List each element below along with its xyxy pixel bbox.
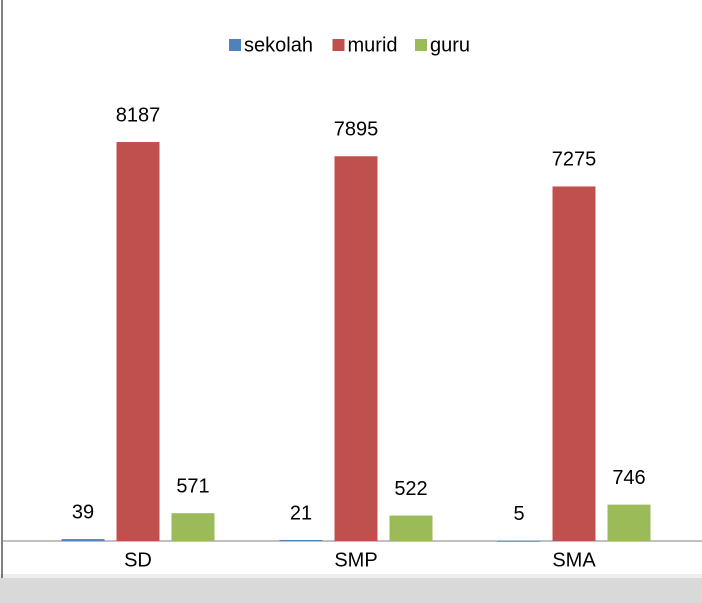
legend-swatch [229, 39, 241, 51]
x-tick-label: SMP [334, 549, 377, 571]
band-shadow [0, 574, 702, 578]
bar [116, 142, 160, 541]
legend-label: sekolah [244, 34, 313, 56]
legend-label: guru [430, 34, 470, 56]
x-tick-label: SMA [552, 549, 596, 571]
bar [497, 540, 541, 542]
data-label: 571 [176, 475, 209, 497]
bar [61, 539, 105, 541]
x-tick-label: SD [124, 549, 152, 571]
legend-label: murid [348, 34, 398, 56]
data-label: 7275 [552, 149, 597, 171]
data-label: 7895 [334, 119, 379, 141]
data-label: 21 [290, 502, 312, 524]
bar [552, 186, 596, 541]
data-label: 8187 [116, 104, 161, 126]
bar [334, 156, 378, 541]
bar [171, 513, 215, 541]
bar [607, 504, 651, 541]
data-label: 39 [72, 501, 94, 523]
bar [279, 539, 323, 541]
data-label: 522 [394, 478, 427, 500]
data-label: 746 [612, 467, 645, 489]
legend-swatch [415, 39, 427, 51]
legend-swatch [332, 39, 345, 51]
bottom-band [0, 578, 702, 603]
bar [389, 515, 433, 541]
data-label: 5 [513, 503, 524, 525]
